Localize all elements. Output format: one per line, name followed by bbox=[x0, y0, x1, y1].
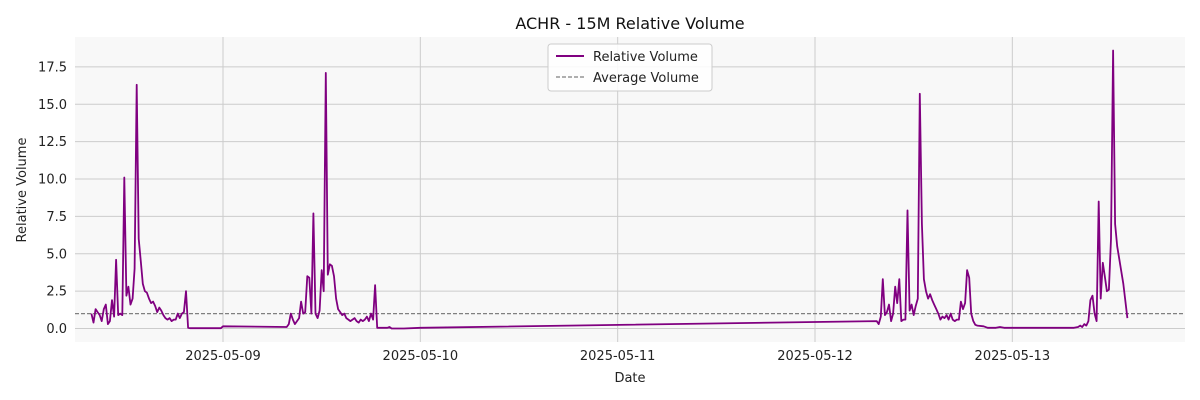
legend-box bbox=[547, 43, 713, 92]
y-tick-label: 5.0 bbox=[46, 247, 67, 262]
x-tick-label: 2025-05-09 bbox=[185, 349, 261, 364]
y-tick-label: 7.5 bbox=[46, 210, 67, 225]
x-tick-label: 2025-05-10 bbox=[383, 349, 459, 364]
y-tick-label: 12.5 bbox=[38, 135, 67, 150]
chart-title: ACHR - 15M Relative Volume bbox=[515, 14, 744, 33]
x-axis-ticks: 2025-05-09 2025-05-10 2025-05-11 2025-05-12… bbox=[185, 349, 1050, 364]
y-tick-label: 17.5 bbox=[38, 60, 67, 75]
y-axis-ticks: 0.0 2.5 5.0 7.5 10.0 12.5 15.0 17.5 bbox=[38, 60, 67, 337]
legend-label-relative-volume: Relative Volume bbox=[593, 50, 698, 65]
x-tick-label: 2025-05-12 bbox=[777, 349, 853, 364]
y-tick-label: 15.0 bbox=[38, 98, 67, 113]
y-tick-label: 10.0 bbox=[38, 173, 67, 188]
legend-label-average-volume: Average Volume bbox=[593, 71, 699, 86]
legend: Relative Volume Average Volume bbox=[547, 43, 713, 92]
x-axis-label: Date bbox=[614, 371, 645, 386]
relative-volume-line bbox=[90, 49, 1129, 330]
series-layer bbox=[90, 49, 1129, 330]
y-axis-label: Relative Volume bbox=[15, 138, 30, 243]
x-tick-label: 2025-05-13 bbox=[975, 349, 1051, 364]
y-tick-label: 2.5 bbox=[46, 285, 67, 300]
x-tick-label: 2025-05-11 bbox=[580, 349, 656, 364]
y-tick-label: 0.0 bbox=[46, 322, 67, 337]
